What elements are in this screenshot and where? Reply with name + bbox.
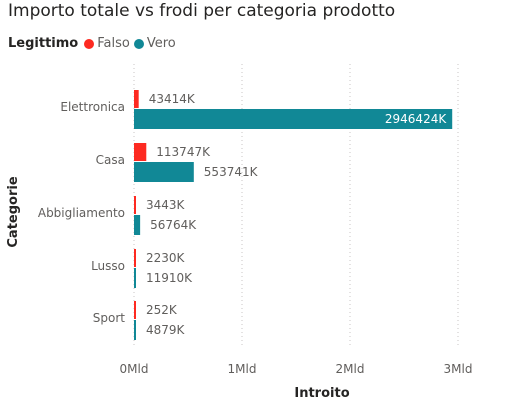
category-label: Abbigliamento [38, 206, 125, 220]
data-label: 56764K [150, 218, 197, 232]
bar-falso [134, 301, 136, 319]
data-label: 2230K [146, 251, 186, 265]
bar-vero [134, 268, 136, 288]
bar-vero [134, 215, 141, 235]
category-label: Lusso [91, 259, 125, 273]
x-tick-label: 3Mld [444, 362, 473, 376]
legend-label-falso: Falso [97, 36, 130, 51]
y-axis-title: Categorie [6, 176, 21, 247]
bar-vero [134, 162, 194, 182]
chart-title: Importo totale vs frodi per categoria pr… [8, 1, 396, 21]
legend-marker-vero [133, 38, 144, 49]
data-label: 252K [146, 303, 178, 317]
legend: Legittimo Falso Vero [8, 36, 180, 51]
data-label: 2946424K [385, 112, 447, 126]
data-label: 43414K [149, 92, 196, 106]
category-label: Sport [93, 311, 126, 325]
legend-label-vero: Vero [146, 36, 176, 51]
bar-vero [134, 109, 453, 129]
legend-marker-falso [84, 38, 95, 49]
bar-falso [134, 249, 136, 267]
legend-item-falso[interactable]: Falso [84, 36, 130, 51]
data-label: 113747K [156, 145, 211, 159]
data-label: 4879K [146, 323, 186, 337]
data-label: 11910K [146, 271, 193, 285]
category-label: Elettronica [60, 100, 125, 114]
legend-title: Legittimo [8, 36, 79, 51]
x-axis-title: Introito [294, 386, 349, 401]
bar-vero [134, 320, 136, 340]
bar-falso [134, 196, 136, 214]
x-tick-label: 2Mld [336, 362, 365, 376]
x-tick-label: 0Mld [120, 362, 149, 376]
data-label: 3443K [146, 198, 186, 212]
legend-item-vero[interactable]: Vero [133, 36, 176, 51]
category-label: Casa [96, 153, 125, 167]
data-label: 553741K [204, 165, 259, 179]
x-tick-label: 1Mld [228, 362, 257, 376]
bar-falso [134, 143, 147, 161]
bar-falso [134, 90, 139, 108]
